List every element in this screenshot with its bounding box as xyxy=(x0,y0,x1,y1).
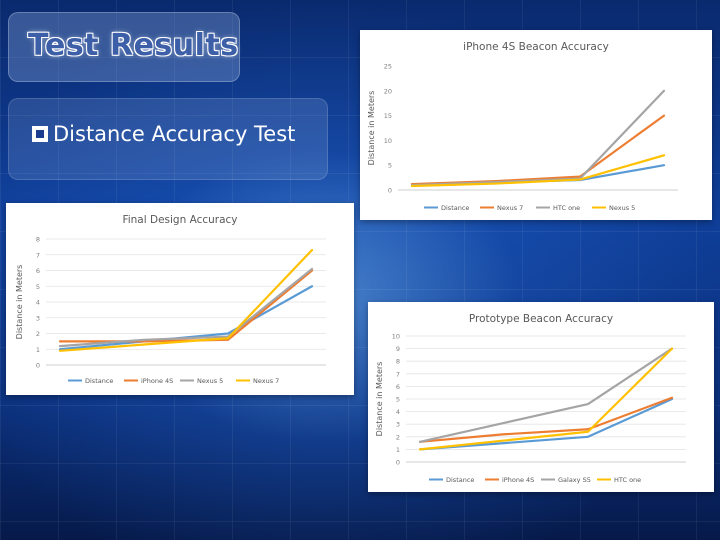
y-tick-label: 0 xyxy=(388,187,392,195)
y-tick-label: 6 xyxy=(36,267,40,275)
y-tick-label: 7 xyxy=(36,251,40,259)
y-tick-label: 5 xyxy=(388,162,392,170)
series-line-1 xyxy=(58,269,314,343)
legend-entry: Nexus 7 xyxy=(253,377,279,385)
legend-entry: Galaxy S5 xyxy=(558,476,591,484)
chart-title: Prototype Beacon Accuracy xyxy=(469,313,613,325)
y-tick-label: 7 xyxy=(396,370,400,378)
bullet-item: Distance Accuracy Test xyxy=(32,122,295,146)
series-line-2 xyxy=(418,347,674,443)
y-axis-label: Distance in Meters xyxy=(367,91,376,166)
y-tick-label: 4 xyxy=(36,299,40,307)
legend-entry: Nexus 5 xyxy=(609,204,635,212)
legend-entry: Distance xyxy=(85,377,113,385)
series-line-0 xyxy=(418,397,674,451)
y-tick-label: 4 xyxy=(396,408,400,416)
series-line-3 xyxy=(418,347,674,451)
title-panel xyxy=(8,12,240,82)
y-tick-label: 5 xyxy=(396,396,400,404)
y-tick-label: 1 xyxy=(36,346,40,354)
bullet-panel xyxy=(8,98,328,180)
chart-prototype-svg: Prototype Beacon Accuracy Distance in Met… xyxy=(375,313,686,484)
y-tick-label: 8 xyxy=(396,358,400,366)
legend-entry: Distance xyxy=(441,204,469,212)
chart-iphone-svg: iPhone 4S Beacon Accuracy Distance in Met… xyxy=(367,41,678,212)
chart-final-accuracy: Final Design Accuracy Distance in Meters 0… xyxy=(6,203,354,395)
y-tick-label: 3 xyxy=(36,314,40,322)
chart-title: iPhone 4S Beacon Accuracy xyxy=(463,41,609,53)
series-line-1 xyxy=(410,114,666,186)
chart-prototype-accuracy: Prototype Beacon Accuracy Distance in Met… xyxy=(368,302,714,492)
series-line-2 xyxy=(58,267,314,348)
y-tick-label: 8 xyxy=(36,236,40,244)
y-axis-label: Distance in Meters xyxy=(375,362,384,437)
legend-entry: HTC one xyxy=(614,476,641,484)
legend-entry: iPhone 4S xyxy=(502,476,534,484)
y-tick-label: 3 xyxy=(396,421,400,429)
y-tick-label: 1 xyxy=(396,446,400,454)
series-line-3 xyxy=(410,154,666,188)
series-line-1 xyxy=(418,396,674,443)
chart-final-svg: Final Design Accuracy Distance in Meters 0… xyxy=(15,214,326,385)
y-tick-label: 0 xyxy=(36,362,40,370)
series-line-3 xyxy=(58,248,314,352)
checkbox-bullet-icon xyxy=(32,126,48,142)
y-tick-label: 2 xyxy=(396,433,400,441)
legend-entry: Nexus 7 xyxy=(497,204,523,212)
y-tick-label: 15 xyxy=(384,112,392,120)
legend-entry: HTC one xyxy=(553,204,580,212)
legend-entry: Distance xyxy=(446,476,474,484)
y-axis-label: Distance in Meters xyxy=(15,265,24,340)
series-line-2 xyxy=(410,89,666,187)
y-tick-label: 9 xyxy=(396,345,400,353)
y-tick-label: 25 xyxy=(384,63,392,71)
chart-iphone-accuracy: iPhone 4S Beacon Accuracy Distance in Met… xyxy=(360,30,712,220)
y-tick-label: 2 xyxy=(36,330,40,338)
y-tick-label: 20 xyxy=(384,87,392,95)
y-tick-label: 0 xyxy=(396,459,400,467)
chart-title: Final Design Accuracy xyxy=(122,214,237,226)
y-tick-label: 6 xyxy=(396,383,400,391)
y-tick-label: 10 xyxy=(384,137,392,145)
legend-entry: iPhone 4S xyxy=(141,377,173,385)
bullet-text: Distance Accuracy Test xyxy=(53,122,296,146)
y-tick-label: 5 xyxy=(36,283,40,291)
legend-entry: Nexus 5 xyxy=(197,377,223,385)
y-tick-label: 10 xyxy=(392,333,400,341)
slide-title: Test Results xyxy=(28,28,239,63)
